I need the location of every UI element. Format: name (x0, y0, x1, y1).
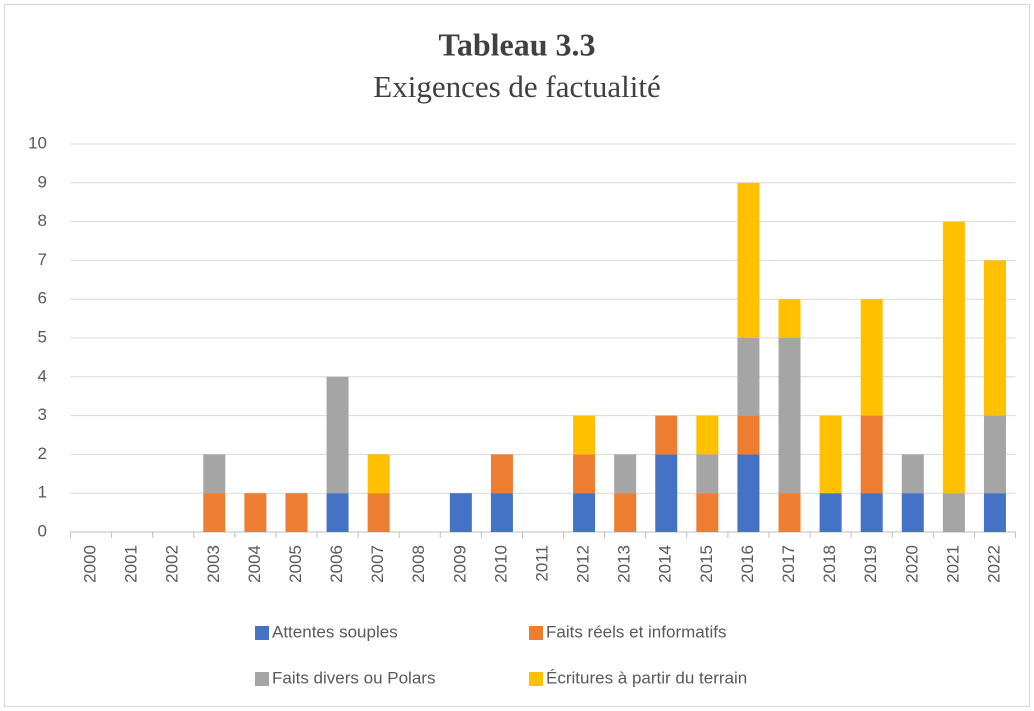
y-tick-label: 10 (28, 133, 47, 152)
bar-segment (737, 454, 760, 532)
bar-segment (942, 493, 965, 532)
y-tick-label: 1 (38, 483, 47, 502)
bar-segment (860, 493, 883, 532)
x-tick-label: 2007 (368, 545, 387, 583)
bar-segment (285, 493, 308, 532)
y-tick-label: 4 (38, 366, 47, 385)
bar-segment (244, 493, 267, 532)
bar-segment (983, 415, 1006, 494)
legend-swatch (529, 626, 543, 640)
x-tick-label: 2021 (943, 545, 962, 583)
bar-segment (655, 415, 678, 455)
chart-subtitle: Exigences de factualité (373, 69, 660, 104)
x-tick-label: 2010 (491, 545, 510, 583)
bar-segment (696, 415, 719, 455)
bar-segment (203, 493, 226, 532)
x-tick-label: 2020 (902, 545, 921, 583)
bar-segment (449, 493, 472, 532)
legend-label: Attentes souples (272, 622, 398, 641)
bar-segment (614, 493, 637, 532)
bar-segment (860, 299, 883, 416)
bar-segment (490, 493, 513, 532)
y-tick-label: 0 (38, 521, 47, 540)
y-tick-label: 2 (38, 444, 47, 463)
bar-segment (819, 415, 842, 494)
x-tick-label: 2003 (204, 545, 223, 583)
bar-segment (942, 221, 965, 494)
x-tick-label: 2011 (532, 545, 551, 582)
x-tick-label: 2000 (81, 545, 100, 583)
legend-swatch (529, 672, 543, 686)
x-tick-label: 2005 (286, 545, 305, 583)
legend-swatch (255, 672, 269, 686)
bar-segment (983, 493, 1006, 532)
x-tick-label: 2009 (450, 545, 469, 583)
x-tick-label: 2014 (656, 545, 675, 583)
x-tick-label: 2022 (984, 545, 1003, 583)
x-tick-label: 2001 (122, 545, 141, 583)
chart-title: Tableau 3.3 (438, 26, 595, 62)
bar-segment (326, 493, 349, 532)
x-tick-label: 2017 (779, 545, 798, 583)
x-tick-label: 2016 (738, 545, 757, 583)
bar-segment (655, 454, 678, 532)
bar-segment (778, 299, 801, 338)
legend-swatch (255, 626, 269, 640)
x-tick-label: 2018 (820, 545, 839, 583)
y-tick-label: 5 (38, 327, 47, 346)
bar-segment (490, 454, 513, 494)
x-tick-label: 2004 (245, 545, 264, 583)
bar-segment (573, 415, 596, 455)
bar-segment (573, 454, 596, 494)
legend-label: Faits réels et informatifs (546, 622, 726, 641)
x-tick-label: 2012 (574, 545, 593, 583)
bar-segment (901, 454, 924, 494)
bar-segment (326, 376, 349, 494)
bar-segment (737, 415, 760, 455)
y-tick-label: 6 (38, 289, 47, 308)
bar-segment (367, 454, 390, 494)
bar-segment (203, 454, 226, 494)
bar-segment (819, 493, 842, 532)
x-tick-label: 2006 (327, 545, 346, 583)
y-tick-label: 8 (38, 211, 47, 230)
bar-segment (614, 454, 637, 494)
bar-segment (860, 415, 883, 494)
bar-segment (367, 493, 390, 532)
chart-border (4, 4, 1030, 707)
bar-segment (778, 493, 801, 532)
x-tick-label: 2008 (409, 545, 428, 583)
bar-segment (696, 454, 719, 494)
bar-segment (737, 182, 760, 338)
x-tick-label: 2015 (697, 545, 716, 583)
legend-label: Écritures à partir du terrain (546, 668, 747, 687)
x-tick-label: 2002 (163, 545, 182, 583)
x-tick-label: 2019 (861, 545, 880, 583)
bar-segment (983, 260, 1006, 416)
y-tick-label: 7 (38, 250, 47, 269)
bar-segment (696, 493, 719, 532)
x-tick-label: 2013 (615, 545, 634, 583)
bar-segment (901, 493, 924, 532)
bar-segment (573, 493, 596, 532)
y-tick-label: 9 (38, 172, 47, 191)
bar-segment (778, 338, 801, 494)
bar-segment (737, 338, 760, 416)
legend-label: Faits divers ou Polars (272, 668, 435, 687)
y-tick-label: 3 (38, 405, 47, 424)
